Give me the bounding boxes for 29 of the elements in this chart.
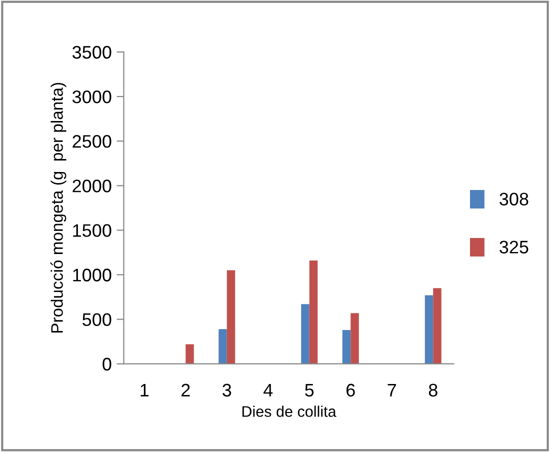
y-tick-label: 1500 xyxy=(73,224,112,237)
x-tick-label: 4 xyxy=(264,384,273,396)
x-tick-label: 8 xyxy=(428,384,438,397)
bar xyxy=(424,295,434,364)
x-tick-label: 1 xyxy=(140,384,149,396)
x-tick-label: 5 xyxy=(305,384,314,397)
bar xyxy=(433,288,442,364)
legend-label: 325 xyxy=(500,240,528,254)
y-tick-label: 3500 xyxy=(72,46,112,59)
y-tick-label: 500 xyxy=(82,313,112,326)
x-tick-label: 2 xyxy=(182,384,190,396)
bar xyxy=(186,344,194,364)
x-tick-label: 7 xyxy=(388,384,396,396)
x-tick-label: 6 xyxy=(346,384,355,397)
bar xyxy=(342,330,351,364)
y-tick-label: 0 xyxy=(102,358,112,371)
x-tick-label: 3 xyxy=(222,384,232,397)
y-axis-title: Producció mongeta (g per planta) xyxy=(50,82,66,333)
y-tick-label: 3000 xyxy=(72,90,112,104)
bar xyxy=(301,304,310,364)
y-tick-label: 1000 xyxy=(73,268,112,282)
bar xyxy=(226,270,236,364)
bar xyxy=(218,329,227,364)
y-tick-label: 2500 xyxy=(72,135,112,148)
x-axis-title: Dies de collita xyxy=(242,406,336,417)
legend-label: 308 xyxy=(500,192,528,206)
bar xyxy=(309,260,318,364)
y-tick-label: 2000 xyxy=(72,180,112,192)
bar xyxy=(350,313,359,364)
